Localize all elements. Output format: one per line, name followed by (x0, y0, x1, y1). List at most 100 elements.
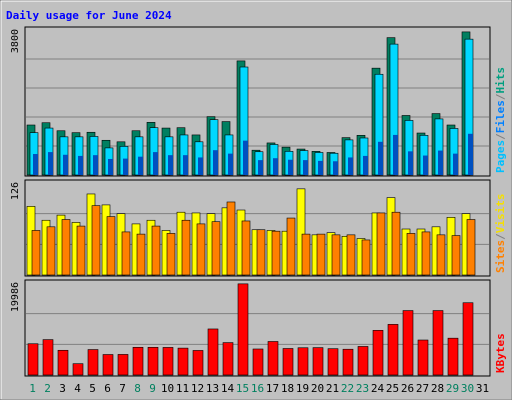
bar-sites (181, 219, 191, 276)
bar-sites (451, 235, 461, 276)
panel-kbytes-legend: KBytes (494, 333, 507, 373)
bar-sites (286, 217, 296, 276)
x-tick-label: 15 (236, 382, 249, 395)
bar-pages (138, 156, 143, 175)
bar-kbytes (117, 354, 129, 376)
bar-sites (226, 201, 236, 276)
bar-pages (63, 154, 68, 175)
bar-kbytes (57, 349, 69, 376)
x-tick-label: 8 (134, 382, 141, 395)
bar-sites (91, 205, 101, 276)
x-tick-label: 18 (281, 382, 294, 395)
bar-kbytes (222, 342, 234, 376)
bar-sites (46, 226, 56, 276)
bar-kbytes (432, 310, 444, 376)
legend-entry: Visits (494, 194, 507, 234)
bar-sites (31, 230, 41, 276)
x-tick-label: 23 (356, 382, 369, 395)
x-tick-label: 28 (431, 382, 444, 395)
bar-pages (108, 158, 113, 175)
bar-sites (361, 239, 371, 276)
bar-kbytes (177, 347, 189, 376)
bar-pages (198, 157, 203, 175)
bar-kbytes (42, 339, 54, 376)
x-tick-label: 22 (341, 382, 354, 395)
legend-entry: Sites (494, 240, 507, 273)
x-tick-label: 24 (371, 382, 385, 395)
x-tick-label: 16 (251, 382, 264, 395)
bar-pages (168, 155, 173, 175)
x-tick-label: 13 (206, 382, 219, 395)
bar-pages (423, 155, 428, 175)
bar-kbytes (402, 310, 414, 376)
bar-sites (211, 221, 221, 276)
bar-kbytes (102, 354, 114, 376)
x-tick-label: 25 (386, 382, 399, 395)
x-tick-label: 10 (161, 382, 174, 395)
bar-pages (123, 158, 128, 175)
legend-entry: Files (494, 100, 507, 133)
chart-title: Daily usage for June 2024 (6, 9, 172, 22)
bar-pages (453, 153, 458, 175)
bar-sites (466, 219, 476, 276)
bar-kbytes (267, 341, 279, 376)
bar-pages (363, 155, 368, 175)
bar-pages (438, 150, 443, 175)
bar-pages (183, 155, 188, 175)
x-tick-label: 26 (401, 382, 414, 395)
bar-sites (61, 219, 71, 276)
bar-kbytes (372, 330, 384, 376)
bar-pages (213, 150, 218, 175)
x-tick-label: 3 (59, 382, 66, 395)
bar-sites (271, 230, 281, 276)
bar-sites (391, 211, 401, 276)
x-tick-label: 5 (89, 382, 96, 395)
bar-pages (303, 160, 308, 175)
panel-hits: 3800 Pages/Files/Hits (10, 26, 507, 177)
bar-kbytes (282, 348, 294, 376)
bar-kbytes (462, 302, 474, 376)
legend-entry: / (494, 233, 507, 240)
bar-sites (331, 234, 341, 276)
bar-sites (301, 233, 311, 276)
bar-kbytes (192, 350, 204, 376)
x-tick-label: 17 (266, 382, 279, 395)
x-tick-label: 27 (416, 382, 429, 395)
panel-hits-legend: Pages/Files/Hits (494, 67, 507, 173)
bar-pages (78, 155, 83, 175)
bar-pages (348, 157, 353, 175)
x-tick-label: 20 (311, 382, 324, 395)
bar-pages (258, 160, 263, 175)
x-tick-label: 12 (191, 382, 204, 395)
legend-entry: Pages (494, 140, 507, 173)
bar-kbytes (417, 339, 429, 376)
x-tick-label: 14 (221, 382, 235, 395)
legend-entry: KBytes (494, 333, 507, 373)
bar-sites (196, 223, 206, 276)
x-tick-label: 1 (29, 382, 36, 395)
bar-sites (376, 212, 386, 276)
bar-kbytes (252, 348, 264, 376)
panel-kbytes-ymax-label: 19986 (10, 282, 21, 312)
bar-kbytes (27, 343, 39, 376)
x-tick-label: 31 (476, 382, 489, 395)
x-axis-labels: 1 2 3 4 5 6 7 8 9 10 11 12 13 14 15 16 17 18 19 20 21 22 23 24 2… (29, 382, 489, 395)
bar-kbytes (87, 349, 99, 376)
bar-visits (296, 188, 306, 276)
x-tick-label: 19 (296, 382, 309, 395)
panel-hits-ymax-label: 3800 (10, 29, 21, 53)
bar-sites (256, 229, 266, 276)
bar-kbytes (327, 348, 339, 376)
x-tick-label: 9 (149, 382, 156, 395)
x-tick-label: 21 (326, 382, 339, 395)
bar-sites (346, 234, 356, 276)
bar-pages (153, 152, 158, 175)
bar-kbytes (132, 346, 144, 376)
bar-kbytes (357, 346, 369, 376)
bar-sites (76, 225, 86, 276)
bar-kbytes (312, 347, 324, 376)
bar-sites (421, 231, 431, 276)
bar-pages (48, 152, 53, 175)
bar-pages (318, 160, 323, 175)
bar-sites (151, 225, 161, 276)
